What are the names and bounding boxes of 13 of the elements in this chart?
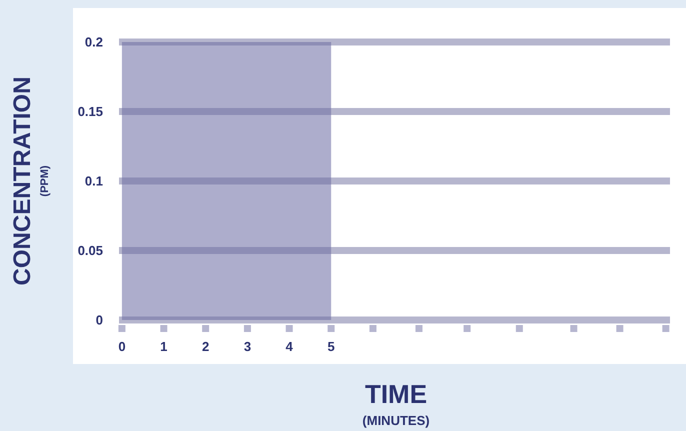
- x-tick-label: 3: [244, 339, 252, 354]
- y-tick-label: 0.15: [78, 104, 103, 120]
- x-tick-label: 4: [286, 339, 294, 354]
- y-tick-label: 0.05: [78, 243, 103, 258]
- y-tick-label: 0.2: [84, 34, 103, 50]
- x-tick-label: 2: [202, 339, 210, 354]
- y-axis-title: CONCENTRATION (PPM): [9, 76, 51, 286]
- y-tick-label: 0.1: [84, 174, 103, 189]
- x-tick-label: 0: [118, 339, 126, 354]
- y-tick-label: 0: [96, 312, 103, 328]
- x-axis-title: TIME (MINUTES): [362, 379, 430, 428]
- x-tick-label: 1: [160, 339, 168, 354]
- x-tick-label: 5: [328, 339, 335, 354]
